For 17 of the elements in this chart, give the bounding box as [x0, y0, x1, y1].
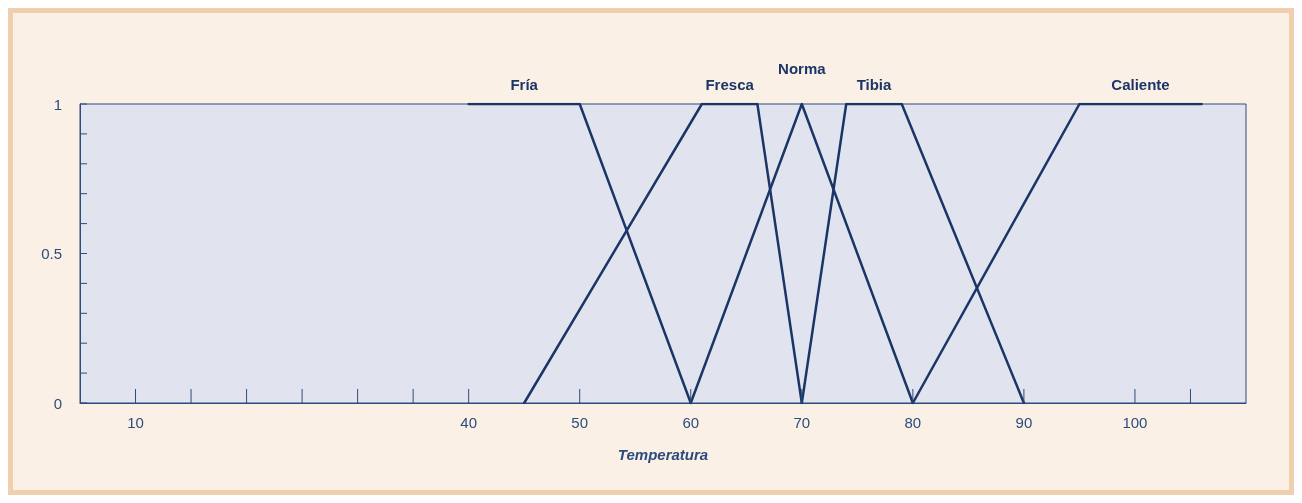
x-tick-label: 50 — [571, 414, 589, 431]
x-tick-label: 80 — [904, 414, 922, 431]
x-tick-label: 60 — [682, 414, 700, 431]
y-tick-label: 0 — [53, 394, 62, 412]
series-label: Fría — [510, 76, 539, 93]
y-tick-label: 1 — [53, 95, 62, 113]
x-tick-label: 90 — [1015, 414, 1033, 431]
series-label: Tibia — [856, 76, 893, 93]
x-tick-label: 100 — [1122, 414, 1148, 431]
series-label: Caliente — [1111, 76, 1170, 93]
x-tick-label: 70 — [793, 414, 811, 431]
x-tick-label: 10 — [127, 414, 144, 431]
series-label: Fresca — [705, 76, 755, 93]
text: Norma — [778, 60, 827, 77]
x-axis-title: Temperatura — [617, 446, 709, 463]
y-tick-label: 0.5 — [41, 245, 62, 262]
x-tick-label: 40 — [460, 414, 478, 431]
